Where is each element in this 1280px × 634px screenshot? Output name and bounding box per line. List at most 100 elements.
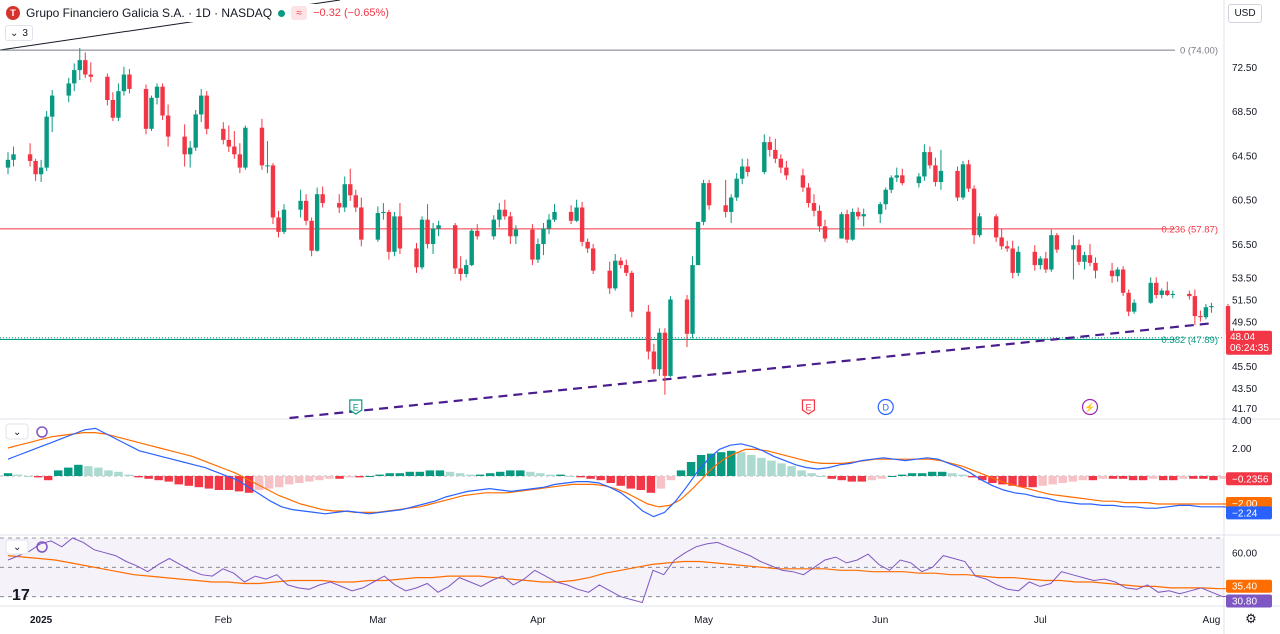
macd-histogram-bar	[1038, 476, 1047, 486]
macd-histogram-bar	[907, 473, 917, 476]
macd-histogram-bar	[867, 476, 877, 481]
event-label: E	[805, 403, 811, 413]
candle	[960, 164, 966, 198]
macd-value-badge	[1226, 506, 1272, 520]
macd-histogram-bar	[526, 471, 535, 476]
candle	[436, 225, 441, 229]
current-price-badge	[1226, 330, 1272, 355]
macd-histogram-bar	[1088, 476, 1098, 481]
candle	[265, 165, 270, 167]
time-tick-label: Mar	[369, 615, 387, 626]
price-pane[interactable]: 0 (74.00) 0.236 (57.87) 0.382 (47.89) 48.04…	[0, 0, 1272, 420]
candle	[1131, 302, 1137, 312]
candle	[607, 270, 612, 289]
candle	[27, 154, 33, 161]
candle	[49, 95, 55, 117]
candle	[878, 204, 883, 215]
tradingview-logo-icon: 17	[12, 587, 30, 604]
candle	[684, 299, 690, 334]
candle	[1126, 292, 1131, 312]
candle	[276, 217, 281, 232]
candle	[800, 175, 806, 188]
symbol-title[interactable]: Grupo Financiero Galicia S.A. · 1D · NAS…	[26, 6, 273, 20]
macd-histogram-bar	[716, 452, 726, 476]
currency-button[interactable]: USD	[1228, 4, 1262, 23]
candle	[386, 211, 392, 252]
candle	[971, 188, 977, 236]
macd-histogram-bar	[385, 473, 394, 476]
candle	[430, 228, 436, 245]
macd-histogram-bar	[1158, 476, 1168, 481]
chevron-down-icon: ⌄	[13, 542, 21, 553]
candle	[463, 265, 469, 274]
collapse-indicators-button[interactable]: ⌄ 3	[5, 25, 33, 41]
candle	[452, 225, 458, 269]
candle	[513, 229, 519, 237]
symbol-header[interactable]: T Grupo Financiero Galicia S.A. · 1D · N…	[6, 4, 393, 22]
candle	[585, 241, 590, 249]
candle	[320, 194, 325, 204]
macd-histogram-bar	[174, 476, 183, 485]
macd-histogram-bar	[1048, 476, 1057, 485]
candle	[1076, 245, 1082, 262]
macd-histogram-bar	[345, 476, 354, 478]
macd-histogram-bar	[3, 473, 13, 476]
axes: 72.50 68.50 64.50 60.50 56.50 53.50 51.50 49.50…	[30, 63, 1257, 626]
macd-histogram-bar	[978, 476, 987, 481]
macd-histogram-bar	[74, 464, 83, 476]
time-tick-label: 2025	[30, 615, 53, 626]
candle	[568, 211, 574, 221]
macd-histogram-bar	[536, 473, 545, 476]
macd-histogram-bar	[727, 450, 736, 476]
candle	[938, 170, 944, 183]
gear-icon[interactable]: ⚙	[1245, 611, 1257, 626]
macd-histogram-bar	[787, 466, 796, 476]
candle	[303, 200, 309, 221]
candle	[359, 207, 364, 240]
candle	[44, 116, 49, 168]
macd-histogram-bar	[295, 476, 304, 483]
candle	[734, 178, 739, 198]
chevron-down-icon: ⌄	[13, 427, 21, 438]
candle	[469, 230, 474, 266]
macd-histogram-bar	[676, 470, 686, 476]
candle	[844, 214, 850, 240]
candle	[966, 164, 971, 189]
price-tick-label: 56.50	[1232, 240, 1257, 251]
event-label: D	[882, 403, 889, 413]
macd-histogram-bar	[1138, 476, 1148, 481]
candle	[817, 210, 822, 227]
macd-histogram-bar	[1189, 476, 1198, 479]
candle	[1159, 290, 1164, 296]
candle	[535, 244, 541, 260]
macd-pane[interactable]: 4.00 2.00 −0.2356 −2.00−2.24 ⌄	[0, 416, 1272, 520]
candle	[740, 166, 745, 179]
candle	[508, 216, 513, 237]
candle	[916, 176, 922, 184]
candle	[883, 189, 888, 205]
macd-histogram-bar	[1199, 476, 1208, 479]
candle	[375, 213, 381, 240]
macd-histogram-bar	[877, 476, 887, 479]
candle	[1038, 258, 1043, 266]
price-tick-label: 41.70	[1232, 404, 1257, 415]
price-tick-label: 68.50	[1232, 107, 1257, 118]
rsi-value-badge	[1226, 594, 1272, 608]
candle	[154, 86, 160, 98]
candle	[546, 219, 552, 229]
macd-histogram-bar	[937, 471, 947, 476]
macd-histogram-bar	[1209, 476, 1218, 481]
candle	[298, 200, 303, 210]
macd-histogram-bar	[546, 474, 555, 476]
macd-histogram-bar	[114, 471, 123, 476]
macd-histogram-bar	[405, 471, 415, 476]
rsi-pane[interactable]: 60.00 35.40 30.80 ⌄ 17	[0, 537, 1272, 608]
macd-histogram-bar	[305, 476, 314, 482]
candle	[955, 170, 960, 198]
wave-icon[interactable]: ≈	[291, 6, 308, 20]
macd-histogram-bar	[646, 476, 656, 493]
candle	[83, 60, 88, 75]
candle	[1016, 251, 1021, 273]
